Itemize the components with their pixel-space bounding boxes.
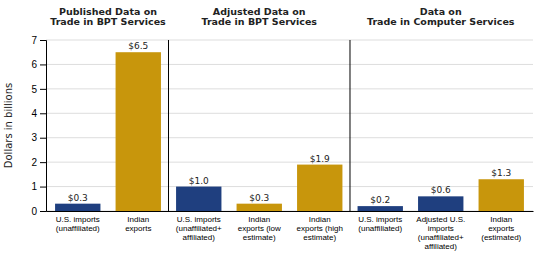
data-label: $1.0 xyxy=(189,176,209,186)
y-axis: 0 1 2 3 4 5 6 7 xyxy=(31,35,46,217)
data-label: $0.2 xyxy=(370,195,390,205)
x-tick: Indianexports(estimated) xyxy=(481,211,521,242)
y-tick-mark xyxy=(40,40,46,41)
y-tick-label: 7 xyxy=(31,35,37,46)
x-tick-label: Adjusted U.S.imports(unaffiliated+affili… xyxy=(416,215,465,252)
y-tick-mark xyxy=(40,113,46,114)
x-tick: Indianexports (highestimate) xyxy=(297,211,343,242)
x-axis-line xyxy=(47,211,534,212)
y-tick: 0 xyxy=(31,206,46,217)
y-tick-label: 5 xyxy=(31,84,37,95)
chart: Published Data onTrade in BPT Services Ad… xyxy=(0,0,543,265)
bar xyxy=(55,204,100,211)
y-tick-mark xyxy=(40,187,46,188)
x-tick: U.S. imports(unaffiliated) xyxy=(358,211,402,233)
bar xyxy=(418,196,463,211)
x-axis: U.S. imports(unaffiliated) Indianexports U… xyxy=(47,211,534,251)
group-divider xyxy=(349,40,350,211)
x-tick: U.S. imports(unaffiliated) xyxy=(56,211,100,233)
x-tick: U.S. imports(unaffiliated+affiliated) xyxy=(176,211,222,242)
bar xyxy=(116,52,161,211)
y-tick-label: 6 xyxy=(31,59,37,70)
y-tick-mark xyxy=(40,89,46,90)
data-label: $0.3 xyxy=(68,193,88,203)
y-tick-mark xyxy=(40,138,46,139)
grid xyxy=(46,40,533,211)
y-tick: 1 xyxy=(31,181,46,192)
data-label: $0.3 xyxy=(249,193,269,203)
x-tick-label: Indianexports (highestimate) xyxy=(297,215,343,242)
y-tick: 3 xyxy=(31,132,46,143)
bar xyxy=(237,204,282,211)
y-tick: 6 xyxy=(31,59,46,70)
group-title: Adjusted Data onTrade in BPT Services xyxy=(201,6,317,28)
y-tick-mark xyxy=(40,64,46,65)
x-tick-label: U.S. imports(unaffiliated) xyxy=(56,215,100,233)
y-tick-label: 1 xyxy=(31,181,37,192)
group-title: Data onTrade in Computer Services xyxy=(367,6,515,28)
y-tick: 4 xyxy=(31,108,46,119)
y-tick-label: 2 xyxy=(31,157,37,168)
data-labels: $0.3 $6.5 $1.0 $0.3 $1.9 $0.2 $0.6 $1.3 xyxy=(68,41,512,205)
x-tick-label: Indianexports xyxy=(125,215,151,233)
y-tick: 5 xyxy=(31,84,46,95)
grid-line xyxy=(46,40,533,41)
y-tick-label: 3 xyxy=(31,132,37,143)
y-tick: 7 xyxy=(31,35,46,46)
group-divider xyxy=(168,40,169,211)
bar xyxy=(297,165,342,211)
y-tick-mark xyxy=(40,211,46,212)
x-tick: Indianexports xyxy=(125,211,151,233)
y-tick: 2 xyxy=(31,157,46,168)
y-axis-line xyxy=(40,41,47,212)
x-tick-label: U.S. imports(unaffiliated) xyxy=(358,215,402,233)
data-label: $1.3 xyxy=(491,168,511,178)
y-axis-title: Dollars in billions xyxy=(3,83,14,168)
y-tick-label: 0 xyxy=(31,206,37,217)
bar xyxy=(479,179,524,211)
data-label: $0.6 xyxy=(431,185,451,195)
data-label: $1.9 xyxy=(310,154,330,164)
plot-area xyxy=(55,52,524,211)
x-tick-label: Indianexports (lowestimate) xyxy=(238,215,281,242)
x-tick: Adjusted U.S.imports(unaffiliated+affili… xyxy=(416,211,465,251)
y-tick-label: 4 xyxy=(31,108,37,119)
bar xyxy=(358,206,403,211)
data-label: $6.5 xyxy=(128,41,148,51)
x-tick-label: U.S. imports(unaffiliated+affiliated) xyxy=(176,215,222,242)
bar xyxy=(176,187,221,211)
group-title: Published Data onTrade in BPT Services xyxy=(50,6,166,28)
y-tick-mark xyxy=(40,162,46,163)
x-tick: Indianexports (lowestimate) xyxy=(238,211,281,242)
x-tick-label: Indianexports(estimated) xyxy=(481,215,521,242)
